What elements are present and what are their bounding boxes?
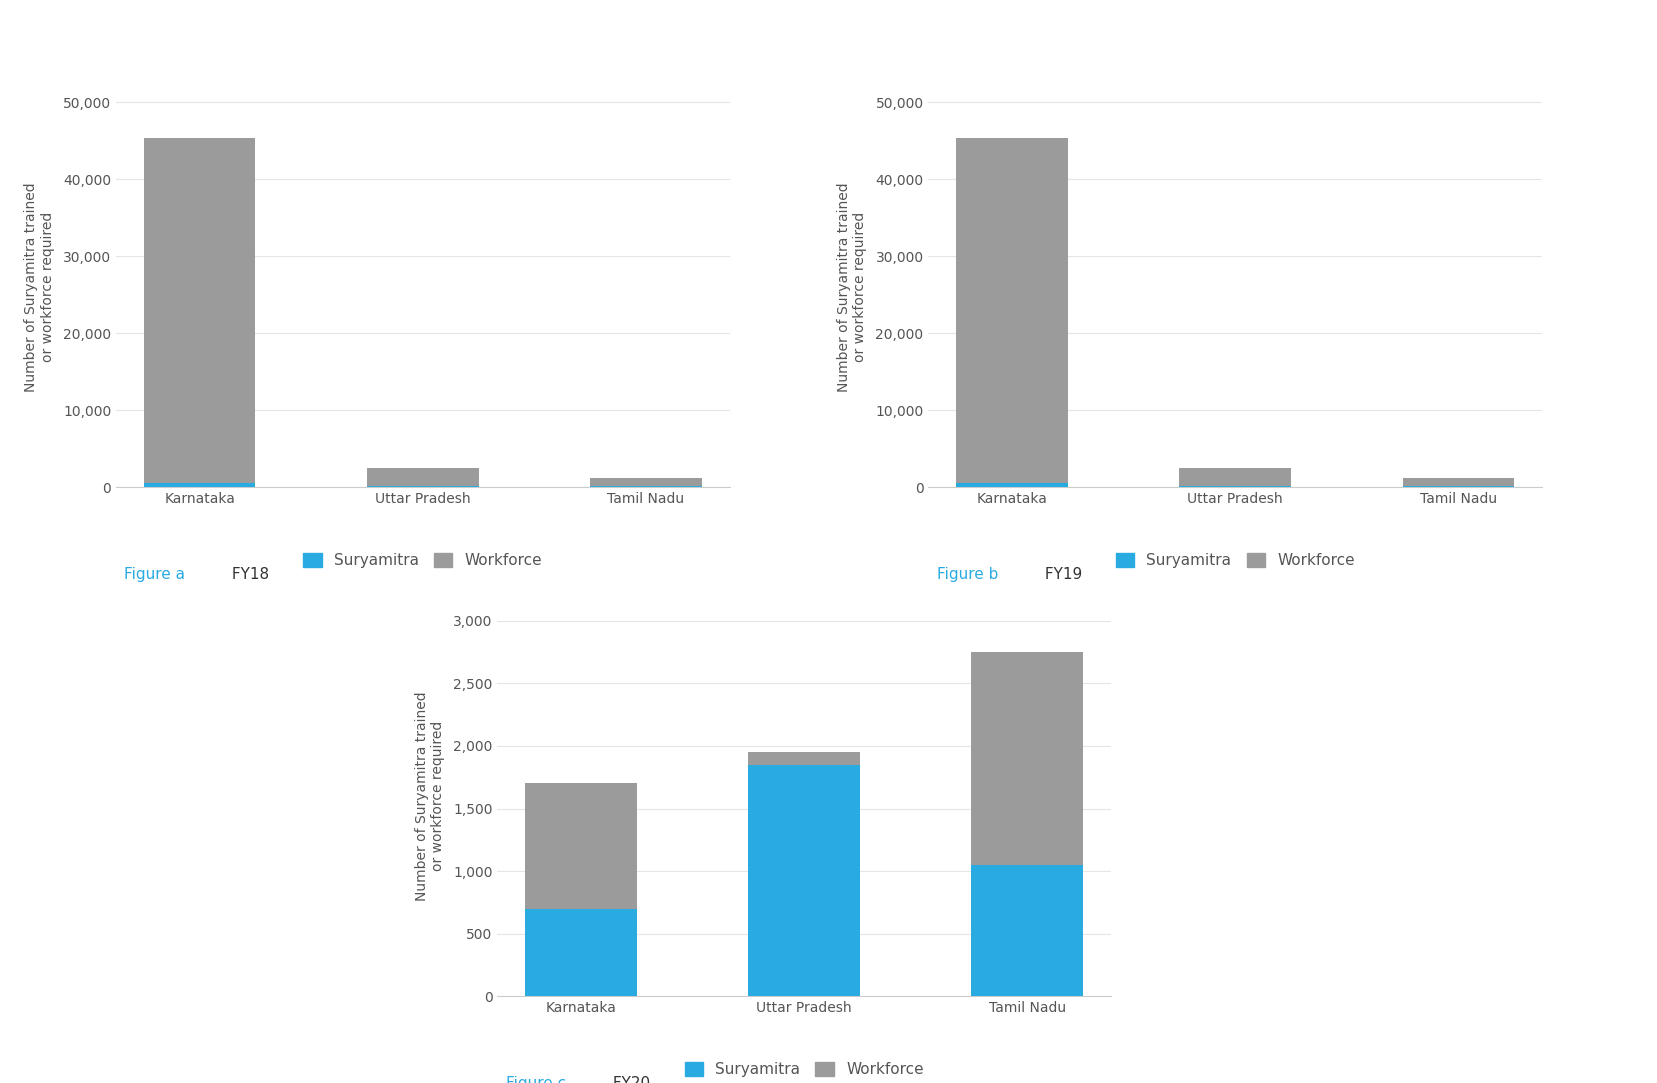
Text: Figure c: Figure c <box>505 1077 565 1083</box>
Text: FY20: FY20 <box>608 1077 650 1083</box>
Bar <box>1178 468 1291 486</box>
Bar <box>144 139 255 483</box>
Bar <box>1178 486 1291 487</box>
Y-axis label: Number of Suryamitra trained
or workforce required: Number of Suryamitra trained or workforc… <box>414 691 444 901</box>
Bar <box>747 753 860 765</box>
Text: Figure b: Figure b <box>936 567 998 583</box>
Bar <box>366 486 479 487</box>
Y-axis label: Number of Suryamitra trained
or workforce required: Number of Suryamitra trained or workforc… <box>25 182 55 392</box>
Bar <box>525 909 636 996</box>
Bar <box>971 865 1082 996</box>
Bar <box>525 783 636 909</box>
Bar <box>747 765 860 996</box>
Text: FY18: FY18 <box>227 567 268 583</box>
Bar <box>956 483 1067 487</box>
Bar <box>366 468 479 486</box>
Bar <box>144 483 255 487</box>
Y-axis label: Number of Suryamitra trained
or workforce required: Number of Suryamitra trained or workforc… <box>837 182 867 392</box>
Bar <box>1402 478 1513 486</box>
Bar <box>590 478 701 486</box>
Legend: Suryamitra, Workforce: Suryamitra, Workforce <box>678 1056 930 1083</box>
Legend: Suryamitra, Workforce: Suryamitra, Workforce <box>1109 547 1360 574</box>
Text: FY19: FY19 <box>1039 567 1080 583</box>
Text: Figure a: Figure a <box>124 567 186 583</box>
Bar <box>1402 486 1513 487</box>
Bar <box>971 652 1082 865</box>
Bar <box>956 139 1067 483</box>
Legend: Suryamitra, Workforce: Suryamitra, Workforce <box>297 547 548 574</box>
Bar <box>590 486 701 487</box>
